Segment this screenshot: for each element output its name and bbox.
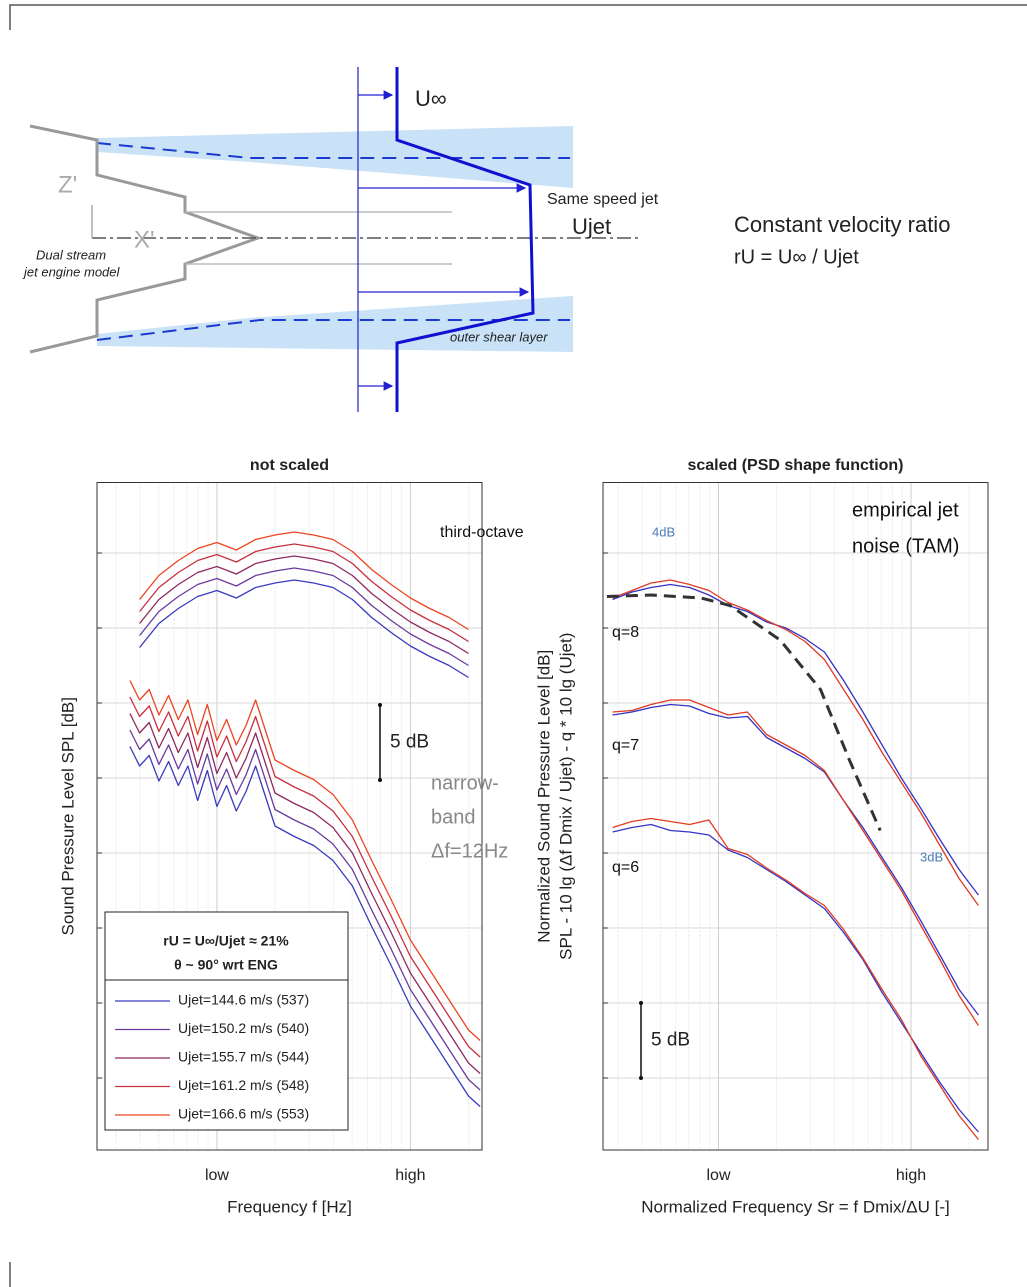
label: X'	[134, 226, 155, 253]
series-line	[129, 696, 481, 1058]
plot-frame	[602, 482, 989, 1151]
shear-layer	[97, 296, 573, 352]
third-octave-line	[139, 567, 469, 667]
annotation: 4dB	[652, 524, 675, 539]
legend-box	[104, 911, 349, 1131]
page-frame	[9, 4, 1027, 1287]
velocity-arrows	[358, 90, 530, 391]
engine	[29, 124, 263, 354]
x-tick-label: high	[395, 1167, 425, 1184]
scale-bar-label: 5 dB	[651, 1030, 690, 1051]
charts: low high not scaled Frequency f [Hz] Sound P…	[58, 457, 989, 1216]
shear-dash	[96, 142, 570, 159]
label: Constant velocity ratio	[734, 212, 950, 237]
third-octave-line	[139, 555, 469, 655]
legend-label: Ujet=150.2 m/s (540)	[178, 1020, 309, 1036]
diagram: U∞ Same speed jet Ujet Constant velocity…	[22, 67, 950, 412]
shear-dash	[96, 319, 570, 341]
annotation: Δf=12Hz	[431, 840, 508, 862]
annotation: 3dB	[920, 849, 943, 864]
y-axis-label: Normalized Sound Pressure Level [dB]	[534, 650, 553, 943]
x-tick-label: low	[706, 1167, 730, 1184]
plot-area	[603, 482, 988, 1150]
plot-lines	[129, 531, 481, 1107]
series-line	[612, 817, 979, 1140]
legend-label: Ujet=155.7 m/s (544)	[178, 1049, 309, 1065]
plot-frame	[96, 482, 483, 1151]
series-line	[612, 583, 979, 896]
engine-lines	[185, 211, 452, 265]
annotation: q=8	[612, 624, 639, 641]
plot-lines	[606, 579, 979, 1140]
annotation: q=7	[612, 737, 639, 754]
annotation: noise (TAM)	[852, 535, 959, 557]
velocity-profile	[395, 67, 535, 412]
annotation: third-octave	[440, 524, 524, 541]
third-octave-line	[139, 531, 469, 631]
y-axis-label: Sound Pressure Level SPL [dB]	[58, 697, 77, 935]
label: jet engine model	[22, 264, 121, 279]
scale-bar-end	[639, 1076, 643, 1080]
scale-bar-end	[378, 703, 382, 707]
series-line	[129, 713, 481, 1074]
label: Same speed jet	[547, 191, 659, 208]
label: Ujet	[572, 214, 611, 239]
series-line	[612, 579, 979, 906]
legend-label: Ujet=144.6 m/s (537)	[178, 992, 309, 1008]
y-axis-label: SPL - 10 lg (Δf Dmix / Ujet) - q * 10 lg…	[556, 633, 575, 960]
legend-title: θ ~ 90° wrt ENG	[174, 957, 278, 973]
legend-label: Ujet=161.2 m/s (548)	[178, 1077, 309, 1093]
annotation: band	[431, 806, 476, 828]
label: Z'	[58, 171, 77, 198]
model-line	[606, 593, 882, 832]
chart-title: scaled (PSD shape function)	[687, 457, 903, 474]
scale-bar-end	[639, 1001, 643, 1005]
legend-title: rU = U∞/Ujet ≈ 21%	[163, 933, 289, 949]
x-tick-label: high	[896, 1167, 926, 1184]
series-line	[612, 699, 979, 1026]
third-octave-line	[139, 543, 469, 643]
series-line	[129, 729, 481, 1091]
third-octave-line	[139, 579, 469, 679]
series-line	[129, 746, 481, 1107]
x-axis-label: Normalized Frequency Sr = f Dmix/ΔU [-]	[641, 1197, 949, 1216]
label: outer shear layer	[450, 329, 548, 344]
shear-layer	[97, 126, 573, 188]
legend-label: Ujet=166.6 m/s (553)	[178, 1106, 309, 1122]
x-axis-label: Frequency f [Hz]	[227, 1197, 352, 1216]
chart-title: not scaled	[250, 457, 329, 474]
label: U∞	[415, 86, 447, 111]
scale-bar-end	[378, 778, 382, 782]
annotation: empirical jet	[852, 499, 959, 521]
series-line	[129, 680, 481, 1041]
scale-bar-label: 5 dB	[390, 732, 429, 753]
label: rU = U∞ / Ujet	[734, 246, 859, 268]
series-line	[612, 703, 979, 1016]
x-tick-label: low	[205, 1167, 229, 1184]
series-line	[612, 823, 979, 1133]
annotation: q=6	[612, 859, 639, 876]
label: Dual stream	[36, 247, 106, 262]
annotation: narrow-	[431, 772, 499, 794]
